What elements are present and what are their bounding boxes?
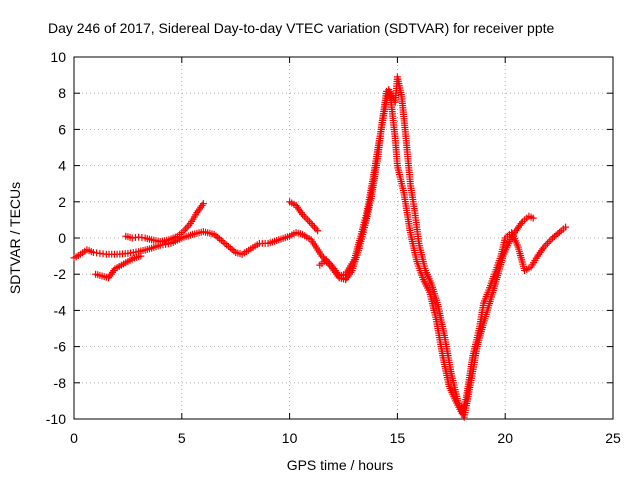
x-tick-label: 15 [390, 430, 406, 446]
data-point [556, 228, 564, 236]
x-axis-label: GPS time / hours [287, 457, 394, 473]
data-point [307, 220, 315, 228]
data-point [305, 218, 313, 226]
chart-title: Day 246 of 2017, Sidereal Day-to-day VTE… [48, 20, 555, 36]
data-point [309, 221, 317, 229]
y-tick-label: -6 [54, 339, 67, 355]
data-point [312, 225, 320, 233]
x-tick-label: 20 [497, 430, 513, 446]
data-points [70, 73, 570, 421]
y-tick-label: -2 [54, 266, 67, 282]
y-tick-label: 2 [58, 194, 66, 210]
data-point [183, 223, 191, 231]
x-tick-label: 5 [178, 430, 186, 446]
y-tick-label: 4 [58, 158, 66, 174]
y-axis: -10 -8 -6 -4 -2 0 2 4 6 8 10 [46, 49, 613, 427]
x-tick-label: 10 [282, 430, 298, 446]
data-point [302, 214, 310, 222]
y-tick-label: -8 [54, 375, 67, 391]
data-point [310, 223, 318, 231]
x-tick-label: 25 [605, 430, 621, 446]
y-tick-label: 8 [58, 85, 66, 101]
y-tick-label: 0 [58, 230, 66, 246]
y-tick-label: 6 [58, 121, 66, 137]
y-tick-label: 10 [50, 49, 66, 65]
data-point [543, 239, 551, 247]
data-point [547, 236, 555, 244]
y-axis-label: SDTVAR / TECUs [7, 182, 23, 294]
data-point [182, 225, 190, 233]
y-tick-label: -10 [46, 411, 66, 427]
x-tick-label: 0 [70, 430, 78, 446]
data-point [304, 216, 312, 224]
y-tick-label: -4 [54, 302, 67, 318]
grid [74, 57, 613, 419]
data-point [529, 214, 537, 222]
data-point [199, 200, 207, 208]
data-point [314, 227, 322, 235]
data-point [137, 252, 145, 260]
data-point [562, 223, 570, 231]
x-axis: 0 5 10 15 20 25 [70, 57, 621, 446]
data-point [545, 238, 553, 246]
